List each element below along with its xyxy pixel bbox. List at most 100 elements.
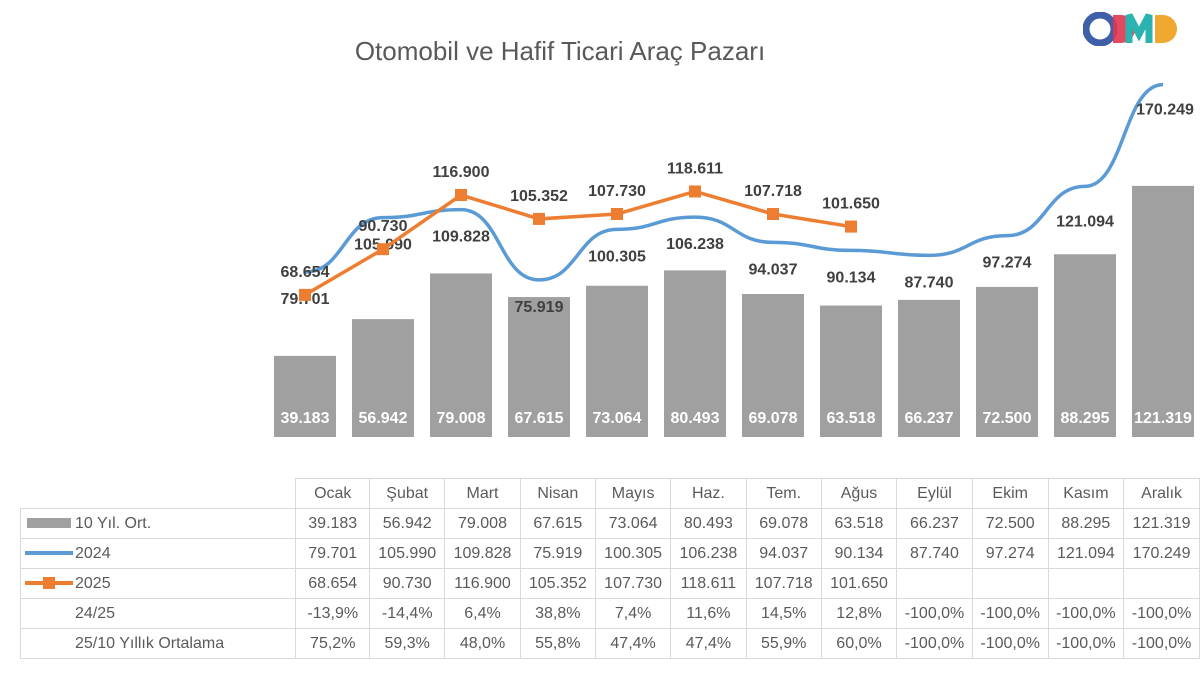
- table-corner: [21, 479, 296, 509]
- table-cell: -14,4%: [369, 598, 446, 629]
- label-2025: 107.718: [744, 183, 802, 200]
- table-cell: 107.718: [745, 568, 822, 599]
- bar-10yil-11: [1132, 185, 1194, 437]
- line-2025: [304, 189, 852, 297]
- table-cell: 79.701: [295, 538, 371, 569]
- table-cell: 118.611: [670, 568, 747, 599]
- table-cell: 68.654: [295, 568, 371, 599]
- row-label: 2025: [19, 568, 297, 599]
- bar-label: 67.615: [515, 410, 564, 427]
- table-cell: 101.650: [820, 568, 898, 599]
- table-cell: -100,0%: [971, 598, 1049, 629]
- bar-10yil-5: [664, 270, 726, 437]
- bar-10yil-4: [586, 285, 648, 437]
- marker-2025: [845, 220, 857, 233]
- table-cell: -100,0%: [1047, 598, 1125, 629]
- marker-2025: [767, 208, 779, 221]
- label-2025: 90.730: [359, 218, 408, 235]
- table-cell: 75.919: [519, 538, 596, 569]
- table-cell: 170.249: [1123, 538, 1200, 569]
- legend-swatch-line: [25, 551, 73, 556]
- month-header: Eylül: [896, 478, 973, 509]
- month-header: Şubat: [369, 478, 446, 509]
- table-cell: 90.730: [369, 568, 446, 599]
- bar-label: 69.078: [749, 410, 798, 427]
- table-cell: 107.730: [594, 568, 672, 599]
- table-cell: -100,0%: [1047, 628, 1125, 659]
- table-cell: -100,0%: [896, 628, 973, 659]
- table-cell: 69.078: [745, 508, 822, 539]
- table-header-row: Ocak Şubat Mart Nisan Mayıs Haz. Tem. Ağus Eylül…: [21, 478, 1200, 509]
- bar-label: 72.500: [983, 410, 1032, 427]
- bar-10yil-1: [352, 319, 414, 437]
- legend-swatch-bar: [27, 518, 71, 529]
- table-cell: [896, 568, 973, 599]
- table-cell: 7,4%: [594, 598, 672, 629]
- table-cell: 79.008: [444, 508, 521, 539]
- table-cell: 66.237: [896, 508, 973, 539]
- table-cell: 6,4%: [444, 598, 521, 629]
- table-cell: 106.238: [670, 538, 747, 569]
- table-row: 24/25 -13,9% -14,4% 6,4% 38,8% 7,4% 11,6% 14,5%…: [19, 598, 1200, 629]
- line-2024: [304, 82, 1164, 282]
- table-cell: 88.295: [1047, 508, 1125, 539]
- legend-swatch-marker: [25, 577, 73, 590]
- table-row: 10 Yıl. Ort. 39.183 56.942 79.008 67.615 73.0…: [19, 508, 1200, 539]
- chart-title: Otomobil ve Hafif Ticari Araç Pazarı: [354, 36, 766, 66]
- table-cell: 47,4%: [670, 628, 747, 659]
- table-cell: 11,6%: [670, 598, 747, 629]
- table-cell: -13,9%: [295, 598, 371, 629]
- bar-10yil-6: [742, 294, 804, 437]
- table-cell: 105.352: [519, 568, 596, 599]
- table-cell: 121.094: [1047, 538, 1125, 569]
- table-cell: 67.615: [519, 508, 596, 539]
- table-cell: -100,0%: [1123, 598, 1200, 629]
- table-cell: -100,0%: [896, 598, 973, 629]
- row-label-text: 25/10 Yıllık Ortalama: [75, 634, 225, 652]
- table-cell: 116.900: [444, 568, 521, 599]
- label-2025: 118.611: [667, 160, 723, 177]
- table-cell: -100,0%: [1123, 628, 1200, 659]
- table-cell: 73.064: [594, 508, 672, 539]
- month-header: Mart: [444, 478, 521, 509]
- table-row: 2024 79.701 105.990 109.828 75.919 100.305 106…: [19, 538, 1200, 569]
- label-2024: 87.740: [905, 274, 954, 291]
- label-2024: 170.249: [1136, 102, 1194, 119]
- marker-2025: [689, 185, 701, 198]
- label-2025: 68.654: [281, 264, 330, 281]
- month-header: Ocak: [295, 478, 371, 509]
- marker-2025: [377, 243, 389, 256]
- row-label-text: 2024: [75, 544, 111, 562]
- bar-10yil-9: [976, 286, 1038, 437]
- row-label: 24/25: [19, 598, 297, 629]
- month-header: Aralık: [1123, 478, 1200, 509]
- table-cell: -100,0%: [971, 628, 1049, 659]
- bar-label: 39.183: [281, 410, 330, 427]
- bar-10yil-2: [430, 273, 492, 437]
- row-label-text: 2025: [75, 574, 111, 592]
- table-cell: 63.518: [820, 508, 898, 539]
- table-cell: 97.274: [971, 538, 1049, 569]
- table-cell: 39.183: [295, 508, 371, 539]
- bar-10yil-10: [1054, 254, 1116, 437]
- bar-10yil-0: [274, 355, 336, 437]
- label-2025: 101.650: [822, 196, 880, 213]
- table-cell: [1123, 568, 1200, 599]
- bar-label: 79.008: [437, 410, 486, 427]
- label-2024: 100.305: [588, 248, 646, 265]
- month-header: Haz.: [670, 478, 747, 509]
- table-row: 2025 68.654 90.730 116.900 105.352 107.730 118…: [19, 568, 1200, 599]
- table-cell: 38,8%: [519, 598, 596, 629]
- marker-2025: [533, 212, 545, 225]
- bar-label: 73.064: [593, 410, 642, 427]
- bar-label: 121.319: [1134, 410, 1192, 427]
- table-cell: 48,0%: [444, 628, 521, 659]
- marker-2025: [299, 288, 311, 301]
- label-2025: 116.900: [433, 164, 490, 181]
- table-cell: 55,9%: [745, 628, 822, 659]
- bar-label: 56.942: [359, 410, 408, 427]
- label-2024: 75.919: [515, 299, 564, 316]
- label-2024: 106.238: [666, 236, 724, 253]
- row-label-text: 24/25: [75, 604, 116, 622]
- odmd-logo: [1083, 12, 1177, 46]
